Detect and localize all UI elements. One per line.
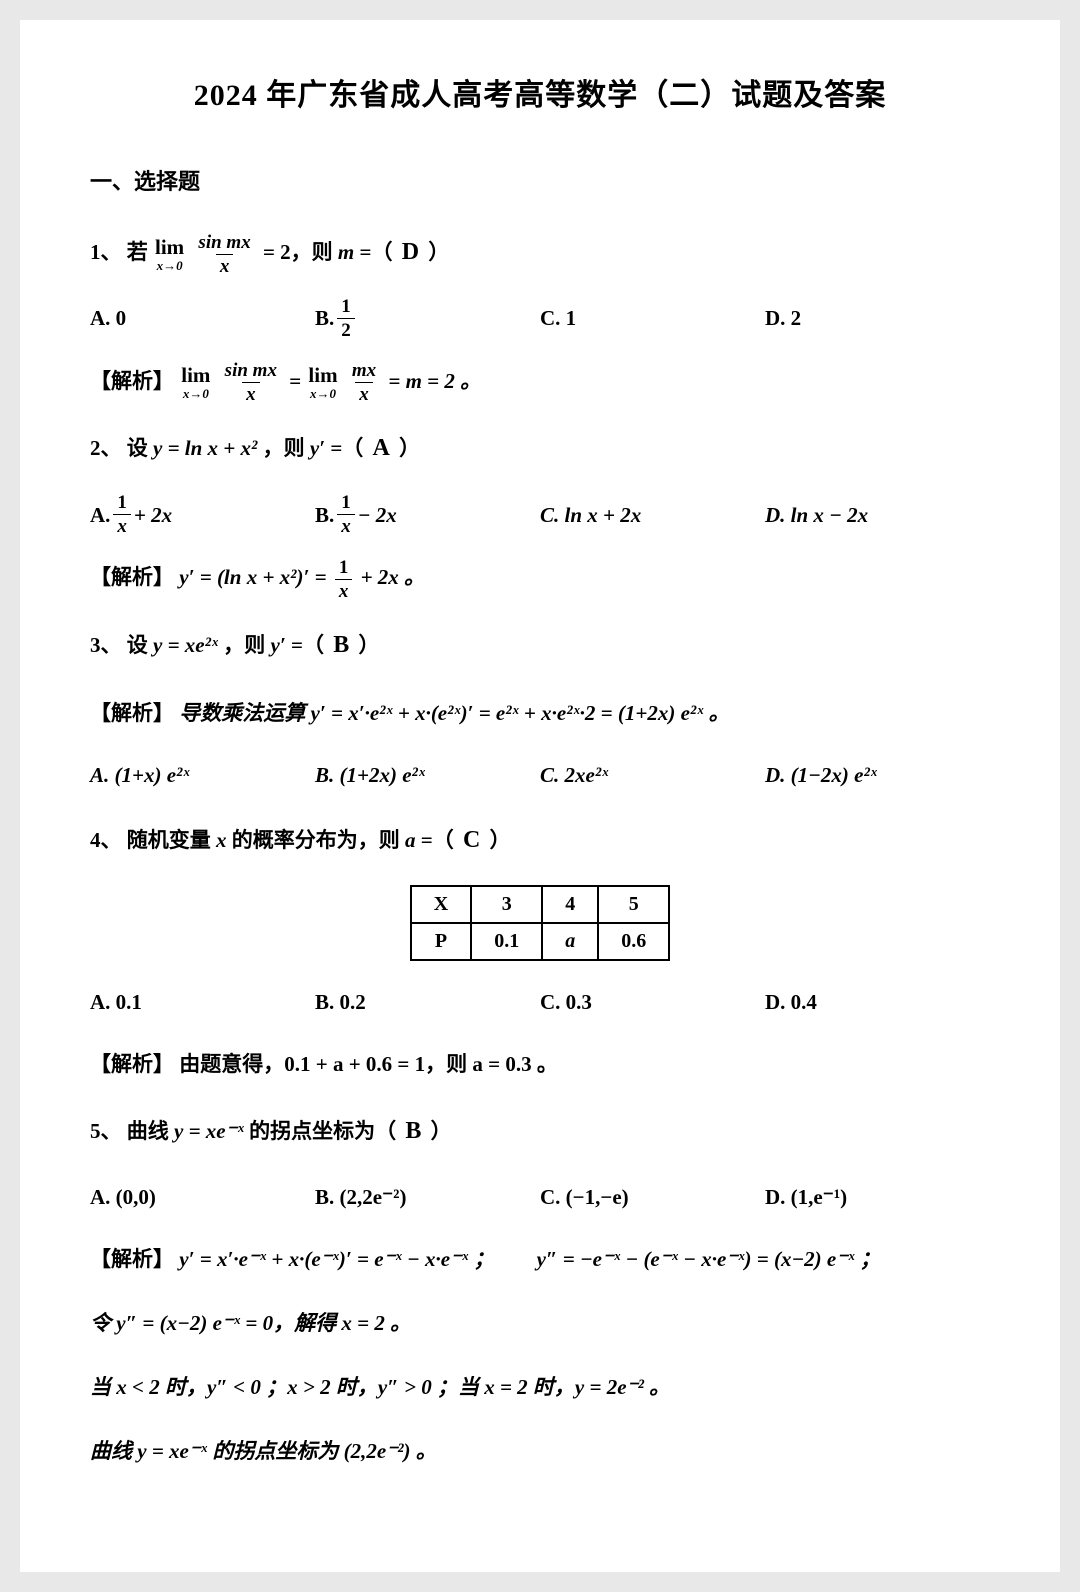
q5-solution-4: 曲线 y = xe⁻ˣ 的拐点坐标为 (2,2e⁻²) 。 [90,1428,990,1474]
lim-symbol: lim x→0 [155,237,184,272]
q5-option-d: D. (1,e⁻¹) [765,1176,990,1218]
q1-answer: D [398,239,423,265]
q2-option-d: D. ln x − 2x [765,494,990,536]
table-header-p: P [411,923,471,960]
exam-page: 2024 年广东省成人高考高等数学（二）试题及答案 一、选择题 1、 若 lim… [20,20,1060,1572]
q4-solution: 【解析】 由题意得，0.1 + a + 0.6 = 1，则 a = 0.3 。 [90,1041,990,1087]
q3-solution: 【解析】 导数乘法运算 y′ = x′·e²ˣ + x·(e²ˣ)′ = e²ˣ… [90,690,990,736]
q4-option-b: B. 0.2 [315,981,540,1023]
q4-option-a: A. 0.1 [90,981,315,1023]
q1-number: 1、 [90,240,122,264]
q4-stem: 4、 随机变量 x 的概率分布为，则 a =（ C ） [90,814,990,867]
q4-number: 4、 [90,828,122,852]
q1-stem: 1、 若 lim x→0 sin mx x = 2，则 m =（ D ） [90,226,990,279]
q1-solution: 【解析】 lim x→0 sin mx x = lim x→0 mx x = m… [90,358,990,405]
q2-option-a: A. 1 x + 2x [90,493,315,536]
table-header-x: X [411,886,471,923]
q3-stem: 3、 设 y = xe²ˣ ，则 y′ =（ B ） [90,619,990,672]
q2-options: A. 1 x + 2x B. 1 x − 2x C. ln x + 2x D. … [90,493,990,536]
q1-options: A. 0 B. 1 2 C. 1 D. 2 [90,297,990,340]
q3-option-b: B. (1+2x) e²ˣ [315,754,540,796]
table-cell: 0.1 [471,923,542,960]
q1-option-d: D. 2 [765,297,990,339]
q2-stem: 2、 设 y = ln x + x² ，则 y′ =（ A ） [90,422,990,475]
q2-option-c: C. ln x + 2x [540,494,765,536]
q5-stem: 5、 曲线 y = xe⁻ˣ 的拐点坐标为（ B ） [90,1105,990,1158]
q4-option-c: C. 0.3 [540,981,765,1023]
table-cell: 5 [598,886,669,923]
q1-option-c: C. 1 [540,297,765,339]
q3-number: 3、 [90,633,122,657]
q3-options: A. (1+x) e²ˣ B. (1+2x) e²ˣ C. 2xe²ˣ D. (… [90,754,990,796]
q5-option-a: A. (0,0) [90,1176,315,1218]
section-heading: 一、选择题 [90,164,990,196]
q5-number: 5、 [90,1119,122,1143]
q5-answer: B [401,1118,425,1144]
q5-option-c: C. (−1,−e) [540,1176,765,1218]
q2-number: 2、 [90,436,122,460]
q5-solution-2: 令 y″ = (x−2) e⁻ˣ = 0，解得 x = 2 。 [90,1300,990,1346]
table-cell: 4 [542,886,598,923]
q4-probability-table: X 3 4 5 P 0.1 a 0.6 [410,885,670,961]
q4-option-d: D. 0.4 [765,981,990,1023]
q3-option-d: D. (1−2x) e²ˣ [765,754,990,796]
q5-option-b: B. (2,2e⁻²) [315,1176,540,1218]
q2-option-b: B. 1 x − 2x [315,493,540,536]
q1-option-b: B. 1 2 [315,297,540,340]
q5-solution-1: 【解析】 y′ = x′·e⁻ˣ + x·(e⁻ˣ)′ = e⁻ˣ − x·e⁻… [90,1236,990,1282]
table-cell: 0.6 [598,923,669,960]
q4-answer: C [459,827,484,853]
q1-option-a: A. 0 [90,297,315,339]
q3-option-c: C. 2xe²ˣ [540,754,765,796]
page-title: 2024 年广东省成人高考高等数学（二）试题及答案 [90,70,990,114]
table-cell: 3 [471,886,542,923]
q2-answer: A [369,435,394,461]
q4-options: A. 0.1 B. 0.2 C. 0.3 D. 0.4 [90,981,990,1023]
q2-solution: 【解析】 y′ = (ln x + x²)′ = 1 x + 2x 。 [90,554,990,601]
q3-answer: B [329,632,353,658]
q3-option-a: A. (1+x) e²ˣ [90,754,315,796]
fraction: sin mx x [194,233,254,276]
q5-solution-3: 当 x < 2 时，y″ < 0 ；x > 2 时，y″ > 0 ；当 x = … [90,1364,990,1410]
table-cell: a [542,923,598,960]
q5-options: A. (0,0) B. (2,2e⁻²) C. (−1,−e) D. (1,e⁻… [90,1176,990,1218]
